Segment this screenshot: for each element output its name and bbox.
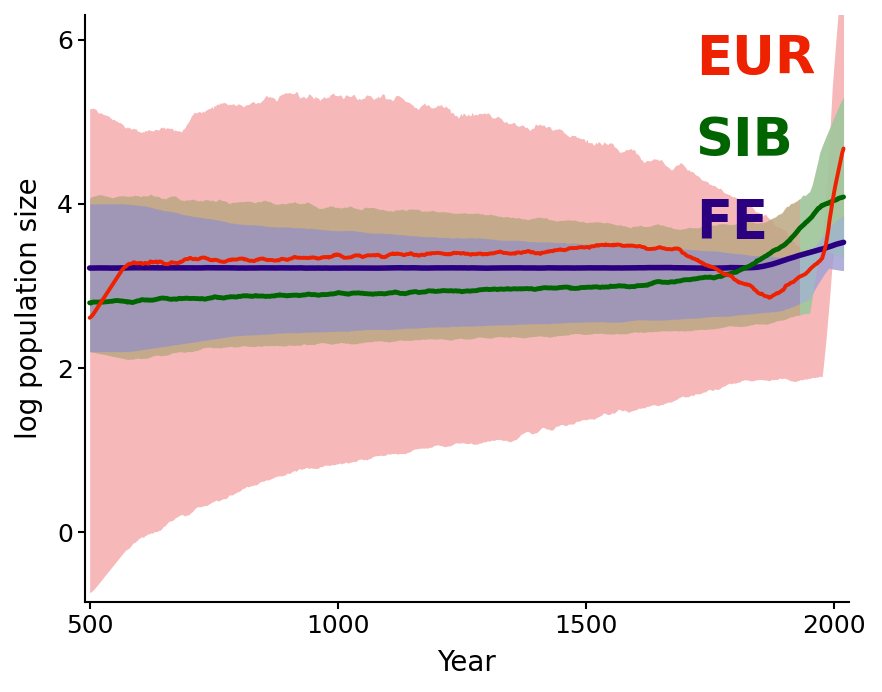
Text: SIB: SIB <box>696 115 794 167</box>
X-axis label: Year: Year <box>437 649 496 677</box>
Text: FE: FE <box>696 197 767 249</box>
Y-axis label: log population size: log population size <box>15 178 43 439</box>
Text: EUR: EUR <box>696 33 815 84</box>
